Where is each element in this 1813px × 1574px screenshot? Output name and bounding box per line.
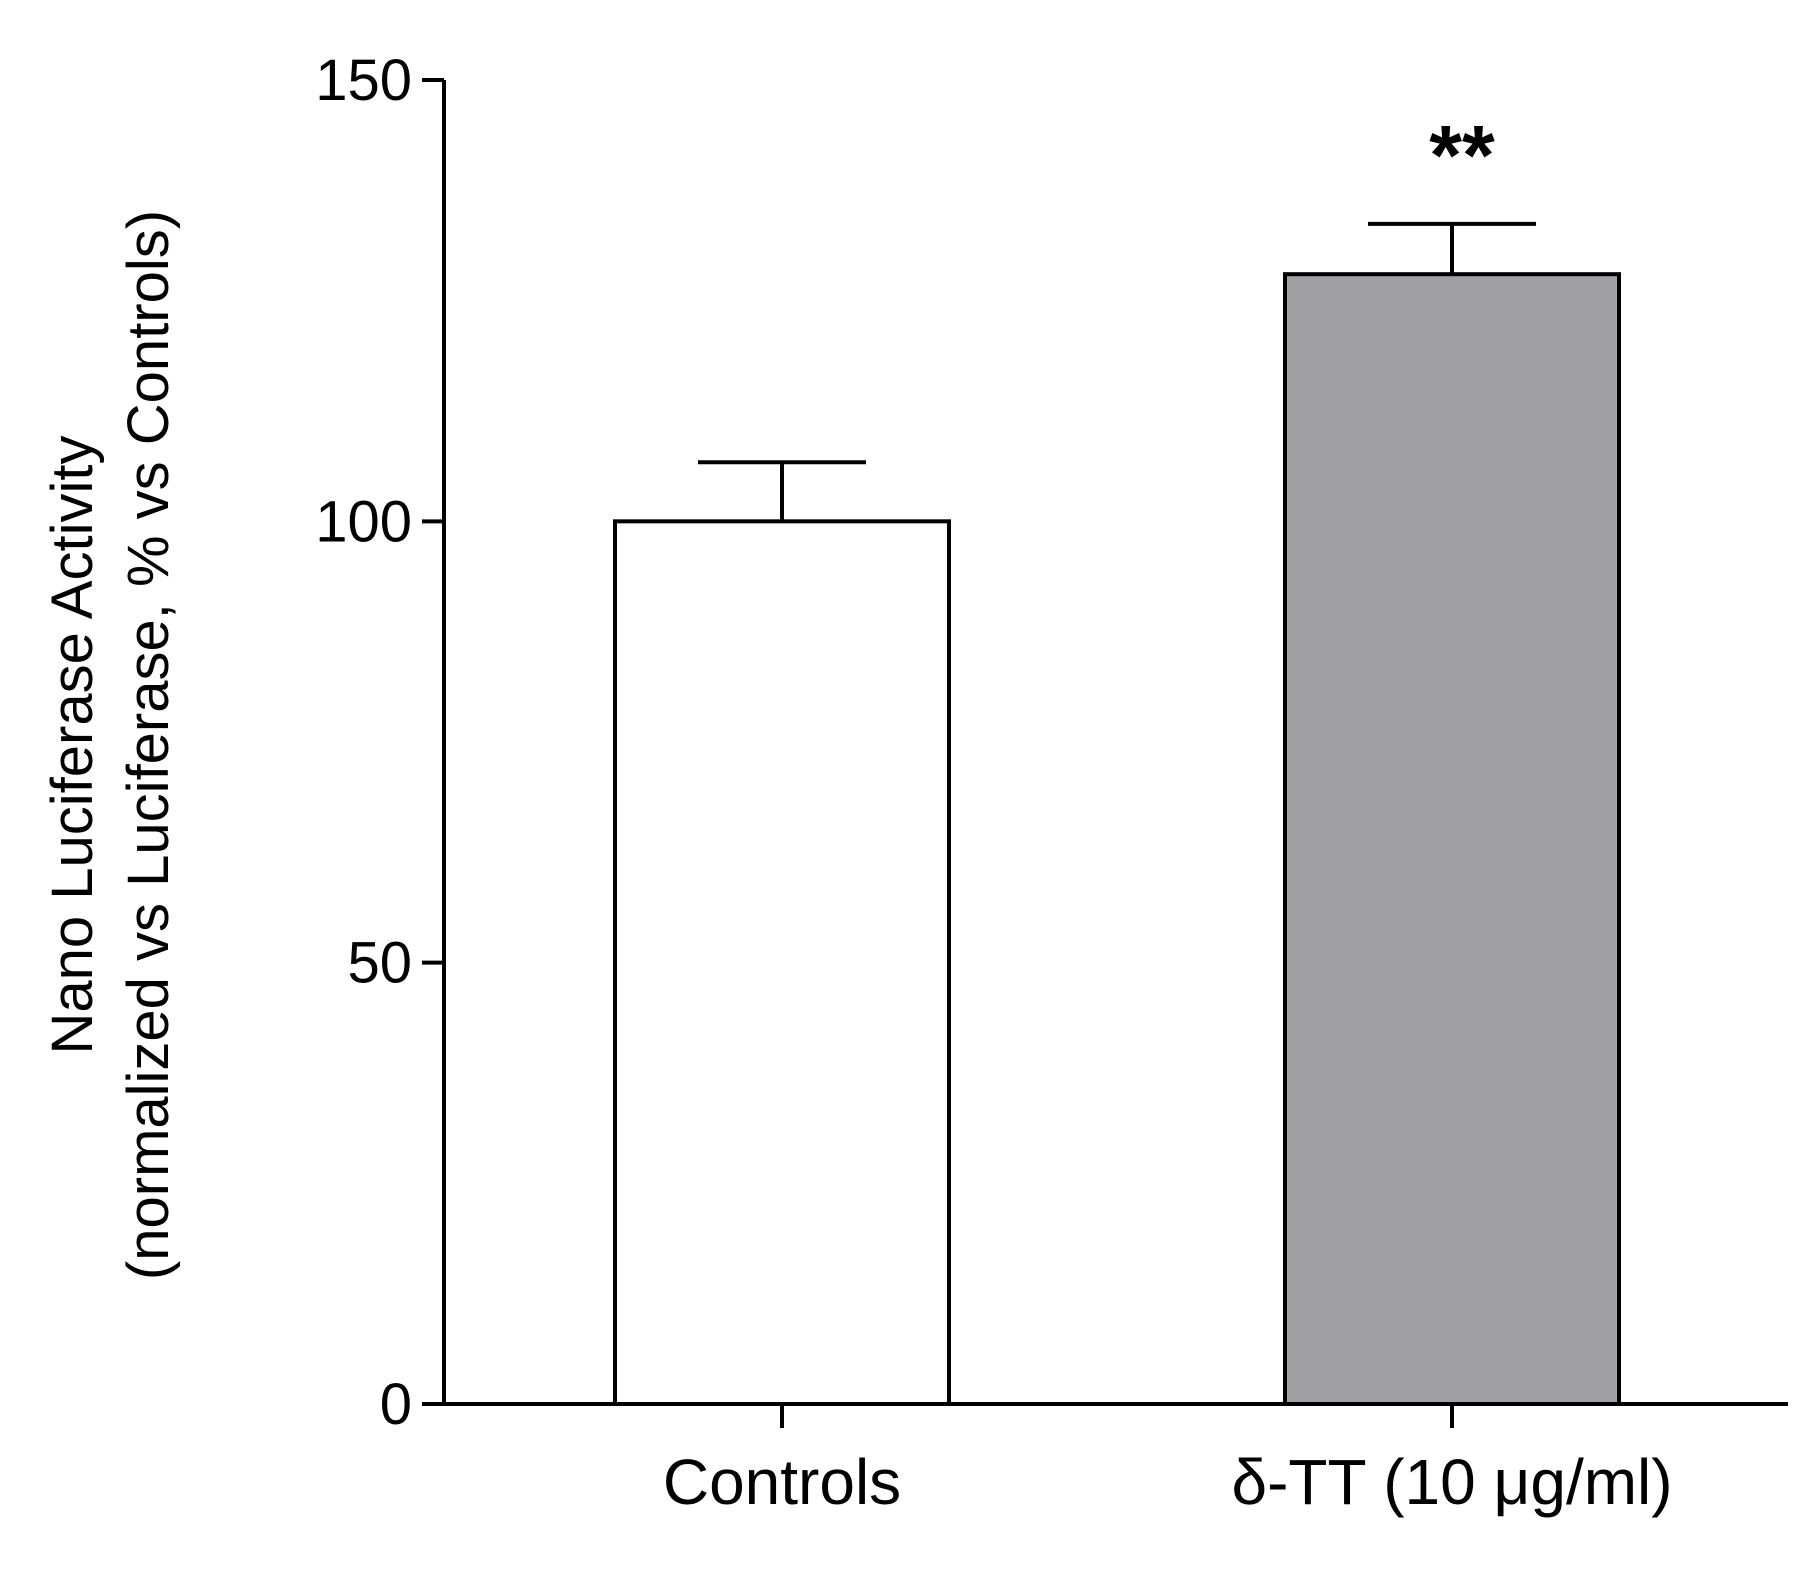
bar-0 <box>613 519 951 1406</box>
significance-marker: ** <box>1429 108 1495 202</box>
x-category-label: δ-TT (10 μg/ml) <box>1231 1446 1672 1518</box>
y-tick-label: 100 <box>315 489 412 554</box>
y-axis-title-line2: (normalized vs Luciferase, % vs Controls… <box>116 210 181 1280</box>
y-axis-title-line1: Nano Luciferase Activity <box>40 436 105 1055</box>
x-category-label: Controls <box>663 1446 901 1518</box>
y-tick-label: 50 <box>347 931 412 996</box>
y-tick-label: 150 <box>315 48 412 113</box>
bar-1 <box>1283 272 1621 1407</box>
y-tick-label: 0 <box>380 1372 412 1437</box>
y-axis-title: Nano Luciferase Activity (normalized vs … <box>40 210 181 1280</box>
plot-area: 0 50 100 150 Controls δ-TT (10 μg/ml) ** <box>315 48 1788 1518</box>
